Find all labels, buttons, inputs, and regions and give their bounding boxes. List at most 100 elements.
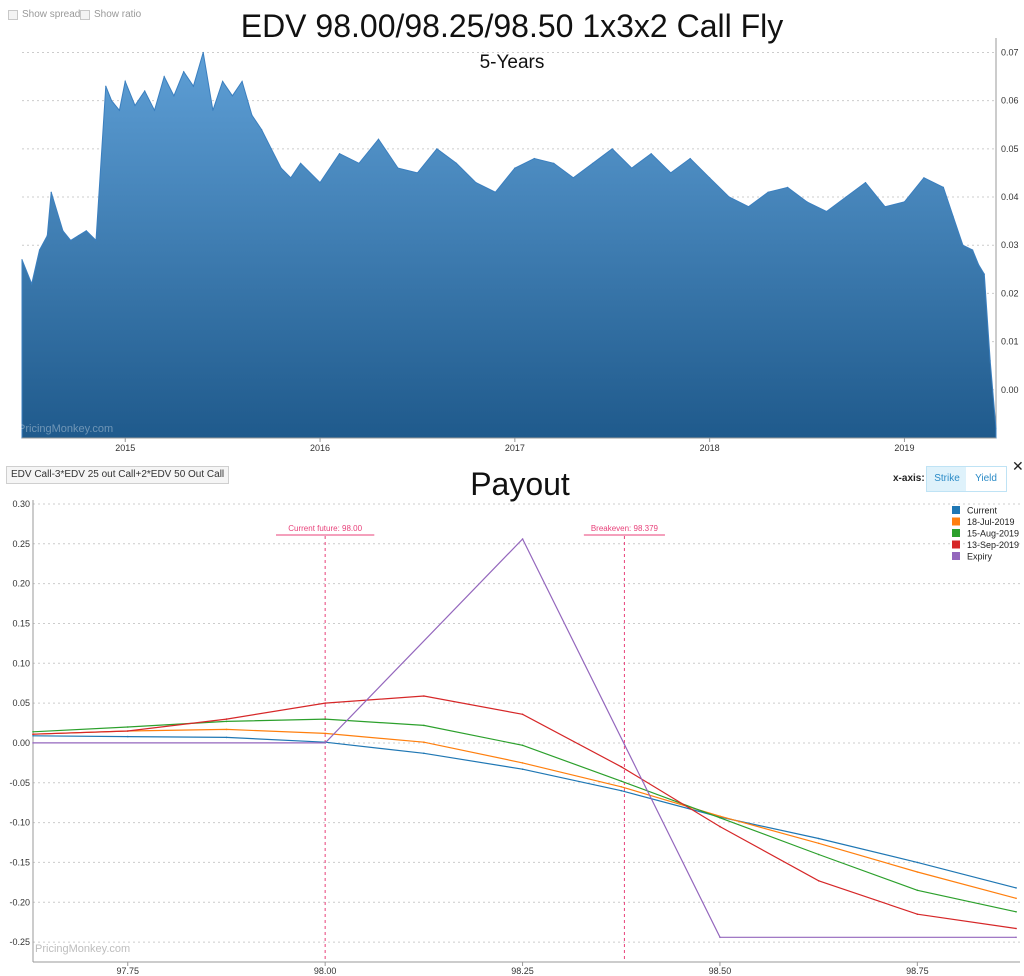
legend-swatch	[952, 552, 960, 560]
area-point	[31, 283, 33, 285]
payout-series-line	[33, 537, 1017, 938]
x-tick-label: 2017	[505, 443, 525, 453]
history-area-chart[interactable]: 0.00 0.01 0.02 0.03 0.04 0.05 0.06 0.07 2015 2016…	[0, 0, 1024, 460]
y-tick-label: 0.04	[1001, 192, 1019, 202]
payout-point	[225, 720, 228, 723]
area-point	[212, 109, 214, 111]
watermark-logo: PricingMonkey.com	[35, 943, 130, 955]
area-point	[977, 263, 980, 266]
payout-point	[324, 741, 327, 743]
y-tick-label: 0.06	[1001, 96, 1019, 106]
area-point	[572, 177, 574, 179]
area-point	[124, 80, 126, 82]
payout-point	[719, 936, 721, 939]
payout-point	[32, 733, 34, 735]
payout-point	[521, 768, 524, 770]
payout-point	[324, 742, 327, 744]
payout-point	[324, 732, 327, 735]
payout-point	[916, 889, 919, 892]
area-point	[202, 51, 204, 54]
area-series	[21, 52, 997, 439]
area-point	[241, 80, 243, 82]
payout-point	[719, 816, 721, 818]
area-point	[903, 201, 906, 203]
area-point	[514, 167, 516, 169]
legend-swatch	[952, 517, 960, 526]
area-point	[134, 104, 136, 107]
area-point	[553, 162, 555, 164]
payout-point	[521, 538, 524, 540]
payout-series-line	[32, 695, 1017, 930]
annotation-label: Breakeven: 98.379	[591, 524, 659, 533]
area-point	[21, 259, 23, 261]
area-point	[923, 177, 925, 179]
area-point	[118, 109, 120, 111]
payout-point	[916, 861, 919, 864]
payout-point	[1015, 911, 1017, 913]
payout-series-line	[32, 728, 1017, 899]
payout-point	[521, 713, 524, 716]
x-tick-label: 2015	[115, 443, 135, 453]
xaxis-yield-button[interactable]: Yield	[966, 466, 1007, 492]
show-ratio-checkbox[interactable]	[80, 9, 90, 20]
area-point	[952, 215, 954, 217]
payout-point	[1015, 887, 1017, 889]
area-point	[70, 239, 72, 241]
area-point	[845, 196, 847, 198]
area-point	[173, 95, 175, 97]
payout-point	[521, 762, 524, 764]
area-point	[864, 182, 867, 184]
payout-y-tick-label: -0.20	[9, 897, 30, 907]
payout-series-line	[32, 735, 1017, 889]
strategy-formula-box[interactable]: EDV Call-3*EDV 25 out Call+2*EDV 50 Out …	[6, 466, 230, 484]
payout-point	[32, 733, 34, 735]
payout-point	[620, 789, 623, 792]
area-point	[825, 210, 828, 213]
area-point	[416, 172, 418, 174]
area-point	[650, 153, 652, 155]
payout-x-tick-label: 97.75	[116, 966, 139, 976]
legend-label: Current	[967, 506, 998, 516]
payout-point	[32, 742, 34, 744]
area-point	[436, 148, 438, 150]
area-point	[767, 191, 769, 193]
area-point	[192, 85, 194, 87]
payout-point	[32, 735, 34, 737]
show-ratio-toggle[interactable]: Show ratio	[80, 9, 141, 20]
xaxis-mode-label: x-axis:	[893, 473, 925, 484]
payout-point	[817, 853, 820, 856]
legend-label: 15-Aug-2019	[967, 529, 1019, 539]
legend-swatch	[952, 529, 960, 537]
y-tick-label: 0.01	[1001, 337, 1019, 347]
xaxis-strike-button[interactable]: Strike	[926, 466, 968, 492]
area-point	[884, 206, 886, 208]
area-point	[709, 177, 711, 179]
show-spread-toggle[interactable]: Show spread	[8, 9, 80, 20]
payout-point	[423, 741, 425, 743]
area-point	[222, 80, 224, 82]
area-point	[983, 273, 985, 275]
payout-series-line	[32, 718, 1017, 913]
area-point	[163, 76, 165, 78]
close-icon[interactable]: ✕	[1012, 458, 1024, 474]
area-point	[377, 138, 380, 140]
show-spread-checkbox[interactable]	[8, 9, 18, 20]
area-point	[689, 157, 691, 160]
payout-point	[423, 724, 425, 727]
area-point	[105, 85, 107, 87]
payout-point	[620, 786, 623, 788]
payout-point	[719, 815, 721, 817]
payout-y-tick-label: 0.25	[12, 539, 30, 549]
area-point	[261, 129, 263, 131]
payout-point	[225, 728, 228, 731]
y-tick-label: 0.05	[1001, 144, 1019, 154]
x-tick-label: 2018	[700, 443, 720, 453]
payout-y-tick-label: -0.25	[9, 937, 30, 947]
area-point	[475, 182, 477, 184]
payout-point	[817, 880, 820, 882]
payout-point	[225, 736, 228, 739]
area-point	[183, 71, 185, 73]
area-point	[728, 196, 730, 198]
payout-point	[1015, 927, 1017, 930]
payout-point	[1015, 897, 1017, 900]
